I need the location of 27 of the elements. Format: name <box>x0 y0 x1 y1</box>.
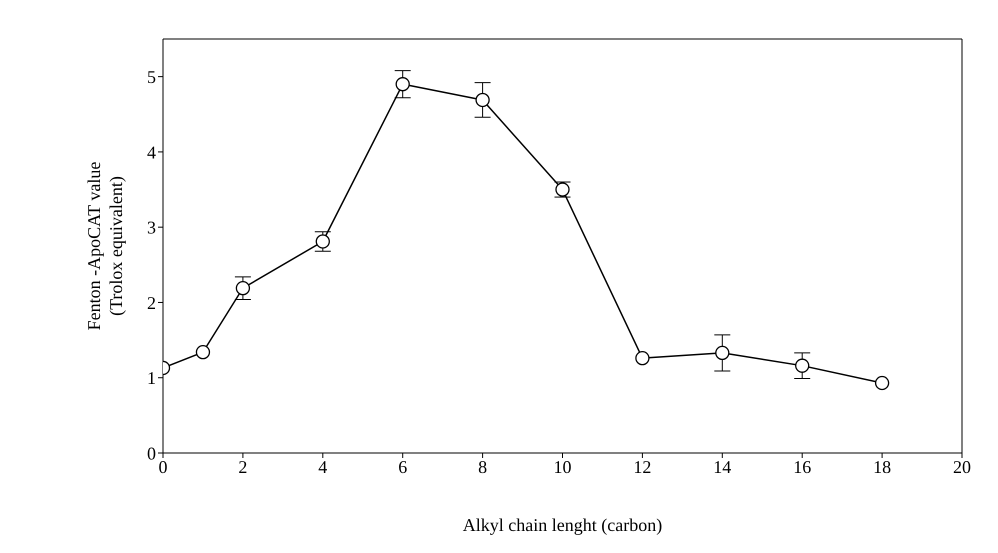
point <box>715 346 730 360</box>
y-tick-label: 3 <box>147 218 156 238</box>
x-tick-label: 14 <box>713 456 732 477</box>
y-tick-label: 5 <box>147 67 156 88</box>
y-tick-label: 1 <box>147 368 156 388</box>
y-tick-label: 4 <box>147 142 156 162</box>
x-tick-label: 10 <box>554 456 572 477</box>
y-tick-label: 0 <box>147 443 156 464</box>
y-axis-title: Fenton -ApoCAT value (Trolox equivalent) <box>84 162 126 330</box>
x-tick-label: 20 <box>953 456 971 477</box>
y-tick-label: 2 <box>147 292 156 313</box>
point <box>795 358 810 373</box>
x-tick-label: 6 <box>398 456 408 477</box>
x-axis-title: Alkyl chain lenght (carbon) <box>462 514 662 535</box>
point <box>396 77 410 92</box>
point <box>316 234 330 249</box>
x-tick-label: 16 <box>793 456 812 477</box>
x-tick-label: 4 <box>318 456 328 477</box>
x-tick-label: 18 <box>873 456 892 477</box>
x-tick-label: 2 <box>238 456 248 477</box>
point <box>475 92 490 108</box>
point <box>196 344 210 360</box>
x-tick-label: 8 <box>478 456 488 477</box>
point <box>874 376 890 390</box>
x-tick-label: 12 <box>633 456 652 477</box>
point <box>635 351 650 366</box>
point <box>236 281 250 296</box>
